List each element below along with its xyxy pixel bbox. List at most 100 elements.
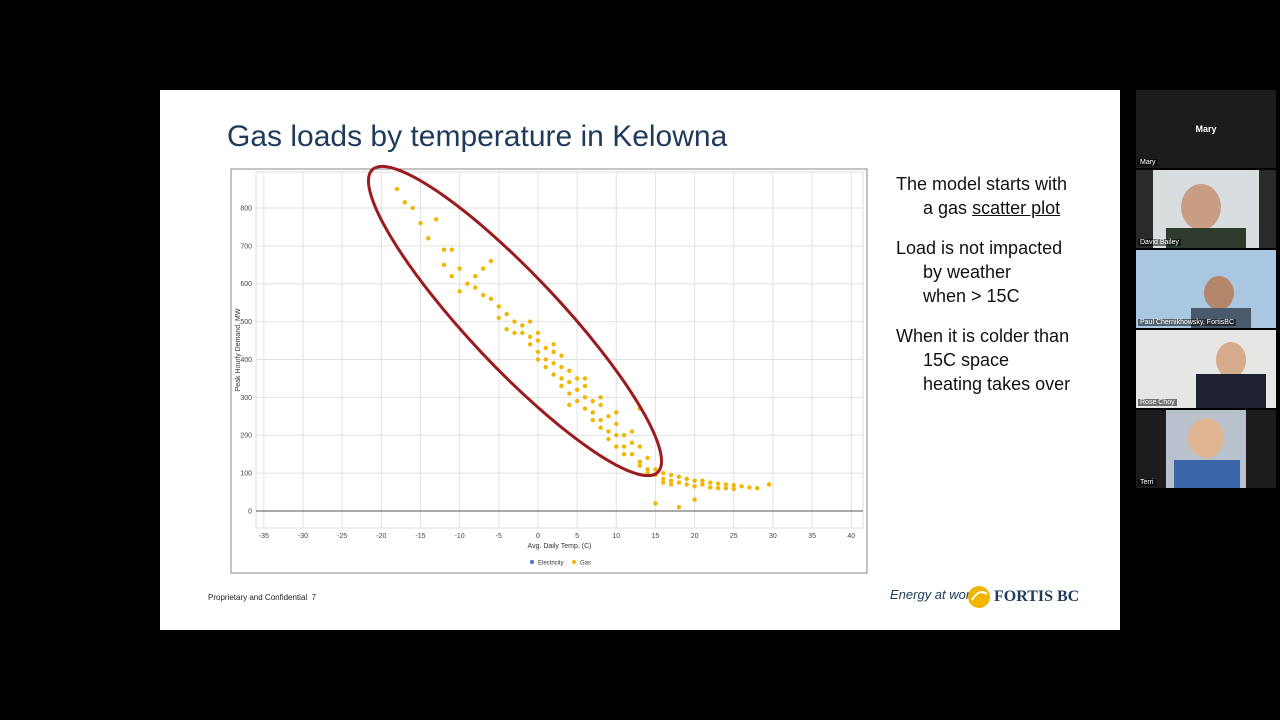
- data-point: [668, 482, 674, 487]
- video-face: [1188, 418, 1224, 458]
- data-point: [700, 478, 705, 483]
- data-point: [567, 379, 572, 385]
- data-point: [473, 285, 478, 290]
- x-axis-label: Avg. Daily Temp. (C): [528, 543, 592, 550]
- bullet-line: when > 15C: [923, 286, 1020, 306]
- bullet-line: Load is not impacted: [896, 238, 1063, 258]
- data-point: [676, 480, 682, 485]
- data-point: [504, 326, 509, 332]
- data-point: [496, 315, 501, 321]
- data-point: [535, 349, 541, 355]
- data-point: [715, 486, 721, 491]
- data-point: [496, 304, 501, 309]
- x-tick-label: 35: [808, 533, 816, 540]
- data-point: [457, 266, 462, 271]
- data-point: [598, 425, 603, 430]
- bullet: When it is colder than 15C space heating…: [896, 324, 1116, 396]
- data-point: [527, 342, 533, 347]
- data-point: [653, 467, 658, 472]
- x-tick-label: 30: [769, 533, 777, 540]
- data-point: [684, 482, 689, 487]
- data-point: [441, 262, 447, 267]
- y-tick-label: 800: [240, 205, 252, 212]
- x-tick-label: -20: [376, 533, 386, 540]
- data-point: [692, 497, 697, 502]
- data-point: [676, 474, 682, 480]
- data-point: [755, 486, 760, 491]
- legend-label: Gas: [580, 561, 591, 567]
- data-point: [661, 480, 666, 485]
- data-point: [668, 478, 674, 483]
- video-face: [1216, 342, 1246, 378]
- x-tick-label: 25: [730, 533, 738, 540]
- data-point: [582, 376, 588, 381]
- data-point: [441, 247, 447, 252]
- y-tick-label: 400: [240, 357, 252, 364]
- data-point: [692, 478, 697, 483]
- participant-tile[interactable]: Terri: [1136, 410, 1276, 488]
- participant-tile[interactable]: Paul Chernikhowsky, FortisBC: [1136, 250, 1276, 328]
- data-point: [520, 330, 525, 336]
- x-tick-label: 20: [691, 533, 699, 540]
- chart: -35 -30 -25 -20 -15 -10 -5 0 5 10 15 20 25 30 35 400100…: [230, 164, 868, 574]
- data-point: [520, 323, 525, 328]
- y-tick-label: 500: [240, 319, 252, 326]
- participant-name: Mary: [1138, 159, 1158, 166]
- x-tick-label: 15: [652, 533, 660, 540]
- y-tick-label: 700: [240, 243, 252, 250]
- data-point: [653, 501, 658, 506]
- data-point: [574, 387, 580, 392]
- x-tick-label: -30: [298, 533, 308, 540]
- bullet: Load is not impacted by weather when > 1…: [896, 236, 1116, 308]
- data-point: [747, 485, 752, 490]
- data-point: [700, 482, 705, 487]
- data-point: [551, 342, 556, 347]
- brand: FORTIS BC: [994, 588, 1080, 605]
- data-point: [480, 292, 486, 298]
- x-tick-label: -35: [259, 533, 269, 540]
- data-point: [661, 476, 666, 481]
- data-point: [574, 376, 580, 381]
- footer: Proprietary and Confidential 7: [208, 593, 316, 602]
- data-point: [621, 451, 627, 457]
- data-point: [559, 376, 564, 381]
- data-point: [629, 451, 635, 457]
- participant-tile[interactable]: David Bailey: [1136, 170, 1276, 248]
- data-point: [449, 273, 455, 279]
- data-point: [551, 372, 556, 377]
- y-tick-label: 600: [240, 281, 252, 288]
- video-body: [1166, 228, 1246, 248]
- data-point: [661, 470, 666, 476]
- data-point: [582, 383, 588, 389]
- participant-name: Rose Choy: [1138, 399, 1177, 406]
- data-point: [614, 421, 619, 427]
- data-point: [543, 345, 548, 351]
- data-point: [606, 429, 611, 434]
- data-point: [582, 406, 588, 411]
- data-point: [731, 486, 736, 492]
- data-point: [410, 205, 415, 211]
- bullet: The model starts with a gas scatter plot: [896, 172, 1116, 220]
- participant-name: Paul Chernikhowsky, FortisBC: [1138, 319, 1237, 326]
- data-point: [723, 486, 729, 491]
- participant-tile[interactable]: Rose Choy: [1136, 330, 1276, 408]
- data-point: [567, 391, 572, 396]
- y-tick-label: 100: [240, 471, 252, 478]
- data-point: [637, 463, 642, 468]
- legend-marker: [530, 560, 534, 564]
- data-point: [621, 433, 627, 438]
- data-point: [567, 402, 572, 408]
- data-point: [488, 258, 494, 264]
- y-axis-label: Peak Hourly Demand, MW: [235, 308, 242, 391]
- data-point: [504, 311, 509, 317]
- video-face: [1204, 276, 1234, 310]
- data-point: [535, 338, 541, 343]
- bullet-line: heating takes over: [923, 374, 1071, 394]
- participant-tile[interactable]: Mary Mary: [1136, 90, 1276, 168]
- data-point: [614, 410, 619, 415]
- logo-icon: [968, 586, 990, 608]
- data-point: [637, 444, 642, 449]
- y-tick-label: 300: [240, 395, 252, 402]
- x-tick-label: -10: [455, 533, 465, 540]
- data-point: [668, 472, 674, 478]
